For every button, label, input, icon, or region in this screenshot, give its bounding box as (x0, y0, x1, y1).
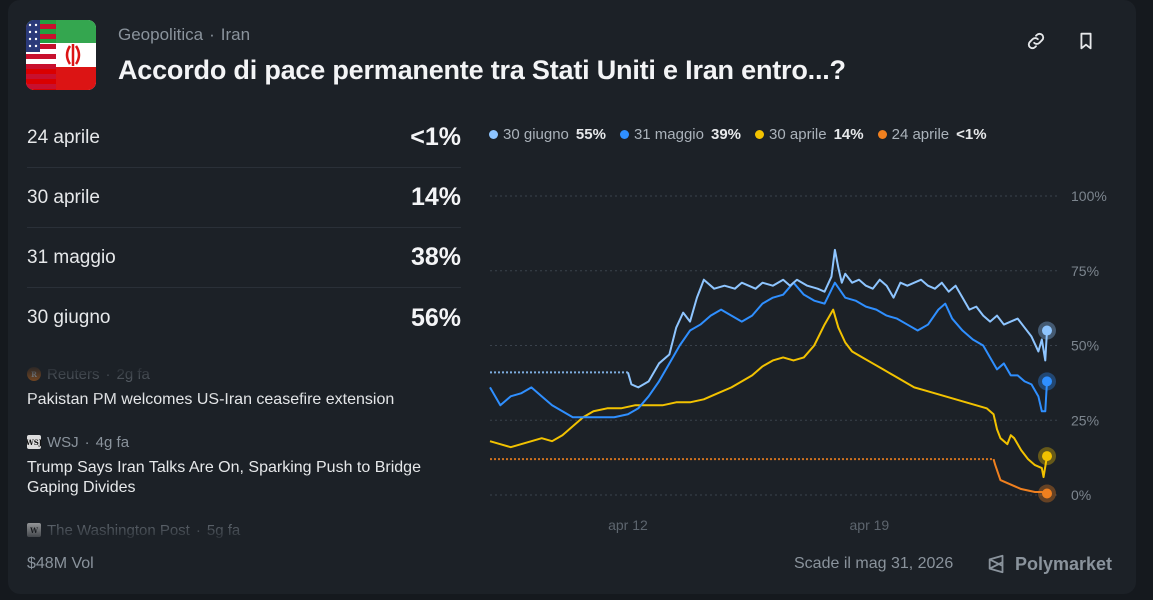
news-source: WSJ WSJ · 4g fa (27, 433, 130, 451)
series-line (992, 458, 1048, 495)
y-tick-label: 75% (1071, 263, 1099, 279)
breadcrumb: Geopolitica · Iran (118, 25, 251, 44)
news-age: 4g fa (95, 433, 130, 451)
page-title: Accordo di pace permanente tra Stati Uni… (118, 55, 846, 85)
outcome-list: 24 aprile <1% 30 aprile 14% 31 maggio 38… (27, 108, 461, 348)
copy-link-button[interactable] (1023, 28, 1049, 54)
polymarket-logo-icon (988, 554, 1004, 574)
legend-label: 30 aprile (769, 126, 827, 143)
x-tick-label: apr 19 (850, 517, 890, 533)
legend-value: 55% (575, 126, 606, 143)
breadcrumb-subcategory[interactable]: Iran (220, 25, 251, 44)
expiry-label: Scade il mag 31, 2026 (794, 555, 954, 572)
outcome-probability: 56% (410, 303, 461, 332)
news-item[interactable]: WSJ WSJ · 4g fa Trump Says Iran Talks Are … (27, 432, 461, 498)
outcome-label: 30 aprile (27, 186, 100, 208)
outcome-row[interactable]: 31 maggio 38% (27, 228, 461, 288)
y-tick-label: 25% (1071, 412, 1099, 428)
legend-value: 39% (711, 126, 742, 143)
legend-item[interactable]: 24 aprile <1% (877, 126, 987, 143)
market-thumbnail[interactable] (26, 20, 96, 90)
y-tick-label: 100% (1071, 188, 1107, 204)
series-end-point (1042, 488, 1052, 499)
series-line (489, 281, 1048, 419)
legend-item[interactable]: 31 maggio 39% (619, 126, 742, 143)
legend-label: 24 aprile (891, 126, 950, 143)
legend-item[interactable]: 30 aprile 14% (755, 126, 864, 143)
legend-swatch (619, 130, 629, 139)
outcome-label: 31 maggio (27, 246, 116, 268)
legend-value: 14% (833, 126, 864, 143)
outcome-row[interactable]: 24 aprile <1% (27, 108, 461, 168)
series-end-point (1042, 451, 1052, 462)
legend-swatch (877, 130, 887, 139)
link-icon (1027, 32, 1045, 50)
x-tick-label: apr 12 (608, 517, 648, 533)
news-source-name: WSJ (47, 433, 79, 451)
news-headline[interactable]: Trump Says Iran Talks Are On, Sparking P… (27, 459, 421, 496)
bookmark-button[interactable] (1073, 28, 1099, 54)
outcome-label: 30 giugno (27, 307, 111, 328)
outcome-probability: 14% (410, 183, 461, 211)
legend-label: 30 giugno (503, 126, 569, 143)
breadcrumb-category[interactable]: Geopolitica (118, 25, 204, 44)
series-line (489, 308, 1048, 479)
legend-item[interactable]: 30 giugno 55% (489, 126, 606, 143)
polymarket-brand[interactable]: Polymarket (986, 553, 1112, 575)
outcome-label: 24 aprile (27, 126, 100, 148)
chart-legend: 30 giugno 55% 31 maggio 39% 30 aprile 14… (489, 126, 987, 143)
outcome-probability: 38% (410, 243, 461, 271)
bookmark-icon (1080, 32, 1092, 50)
wsj-logo-icon: WSJ (27, 435, 42, 449)
series-end-point (1042, 325, 1052, 336)
y-tick-label: 50% (1071, 338, 1099, 354)
legend-value: <1% (956, 126, 987, 143)
volume-label: $48M Vol (27, 555, 94, 572)
y-tick-label: 0% (1071, 487, 1091, 503)
outcome-row[interactable]: 30 aprile 14% (27, 168, 461, 228)
legend-swatch (489, 130, 498, 139)
us-iran-flag-image (26, 20, 96, 90)
legend-swatch (755, 130, 765, 139)
outcome-row[interactable]: 30 giugno 56% (27, 288, 461, 348)
series-line (626, 248, 1048, 389)
legend-label: 31 maggio (633, 126, 704, 143)
outcome-probability: <1% (410, 123, 461, 151)
brand-name: Polymarket (1015, 553, 1113, 574)
series-end-point (1042, 376, 1052, 387)
